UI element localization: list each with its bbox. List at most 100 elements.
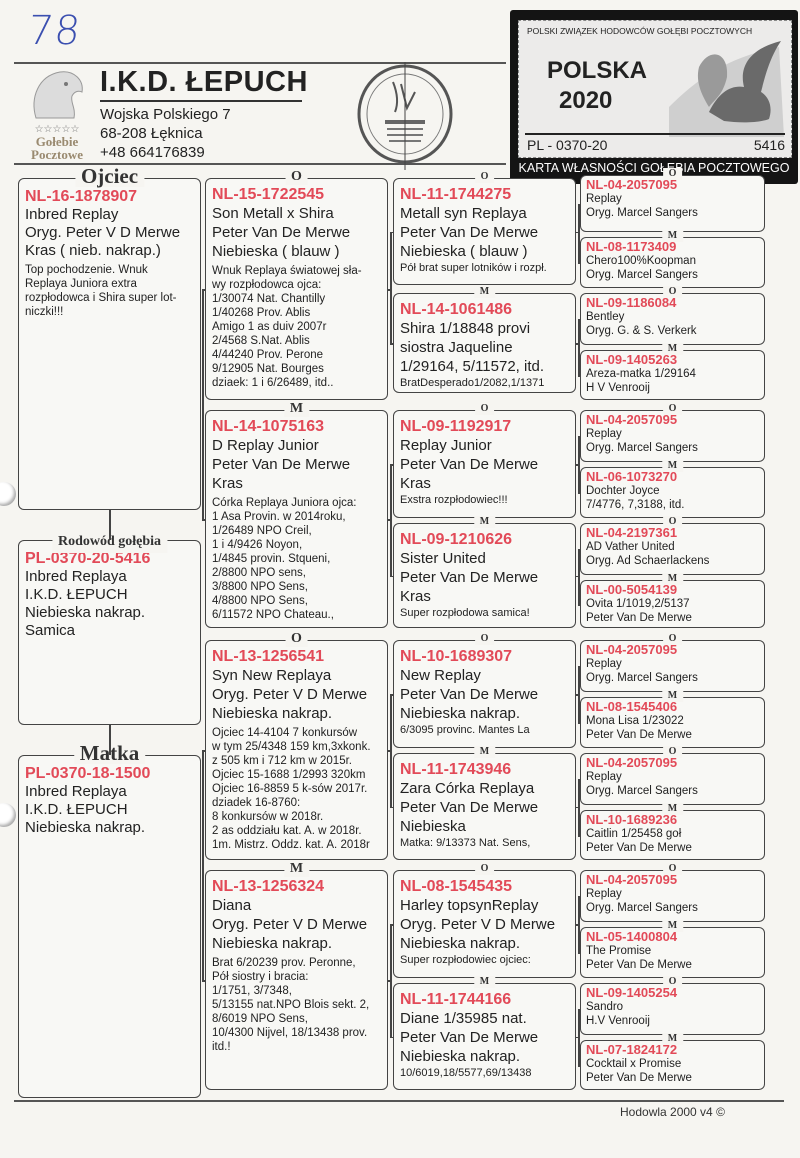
pedigree-card[interactable]: Matka PL-0370-18-1500 Inbred Replaya I.K.D.…	[18, 742, 201, 1098]
note-line: Amigo 1 as duiv 2007r	[212, 321, 327, 333]
card-ring-right: 5416	[753, 137, 785, 153]
pedigree-card[interactable]: O NL-04-2057095 Replay Oryg. Marcel Sangers	[580, 168, 765, 232]
parent-label: M	[661, 573, 684, 585]
connector-line	[388, 289, 390, 291]
pigeon-detail: H V Venrooij	[586, 382, 650, 394]
pedigree-card[interactable]: O NL-04-2197361 AD Vather United Oryg. Ad S…	[580, 516, 765, 575]
parent-label: M	[473, 746, 496, 758]
connector-line	[578, 722, 580, 724]
pedigree-card[interactable]: O NL-04-2057095 Replay Oryg. Marcel Sangers	[580, 863, 765, 922]
pedigree-card[interactable]: O NL-04-2057095 Replay Oryg. Marcel Sangers	[580, 746, 765, 805]
pigeon-notes: BratDesperado1/2082,1/1371	[400, 376, 569, 390]
pigeon-detail: Replay Junior	[400, 437, 492, 454]
connector-line	[202, 980, 205, 982]
note-line: dziaek: 1 i 6/26489, itd..	[212, 377, 334, 389]
ring-number: NL-11-1743946	[400, 761, 512, 778]
pedigree-card[interactable]: O NL-09-1186084 Bentley Oryg. G. & S. Verke…	[580, 286, 765, 345]
pedigree-card[interactable]: M NL-14-1061486 Shira 1/18848 provi siostra…	[393, 286, 576, 393]
pigeon-detail: Peter Van De Merwe	[212, 224, 351, 241]
pedigree-card[interactable]: O NL-13-1256541 Syn New Replaya Oryg. Peter…	[205, 631, 388, 860]
ring-number: NL-04-2057095	[586, 755, 678, 770]
note-line: wy rozpłodowca ojca:	[212, 279, 322, 291]
connector-line	[390, 575, 393, 577]
pigeon-detail: Oryg. Ad Schaerlackens	[586, 555, 710, 567]
pedigree-card[interactable]: O NL-10-1689307 New Replay Peter Van De Mer…	[393, 633, 576, 748]
parent-label: Rodowód gołębia	[51, 531, 168, 553]
pedigree-card[interactable]: M NL-11-1743946 Zara Córka Replaya Peter Va…	[393, 746, 576, 860]
note-line: Matka: 9/13373 Nat. Sens,	[400, 837, 531, 849]
ring-number: NL-08-1545435	[400, 878, 513, 895]
pigeon-detail: D Replay Junior	[212, 437, 319, 454]
parent-label: M	[661, 460, 684, 472]
pedigree-card[interactable]: Ojciec NL-16-1878907 Inbred Replay Oryg. Pe…	[18, 165, 201, 510]
connector-line	[578, 436, 580, 493]
note-line: 6/3095 provinc. Mantes La	[400, 724, 530, 736]
ring-number: NL-04-2197361	[586, 525, 678, 540]
pedigree-card[interactable]: M NL-14-1075163 D Replay Junior Peter Van D…	[205, 401, 388, 628]
connector-line	[578, 1009, 580, 1011]
note-line: niczki!!!	[25, 306, 64, 318]
pigeon-detail: Peter Van De Merwe	[400, 456, 539, 473]
pigeon-notes: Pół brat super lotników i rozpł.	[400, 261, 569, 275]
pedigree-card[interactable]: M NL-08-1173409 Chero100%Koopman Oryg. Marc…	[580, 230, 765, 288]
connector-line	[388, 980, 390, 982]
pedigree-card[interactable]: O NL-15-1722545 Son Metall x Shira Peter Va…	[205, 169, 388, 400]
connector-line	[109, 510, 111, 540]
pigeon-detail: Oryg. Peter V D Merwe	[25, 224, 181, 241]
pedigree-card[interactable]: M NL-07-1824172 Cocktail x Promise Peter Va…	[580, 1033, 765, 1090]
pedigree-card[interactable]: M NL-00-5054139 Ovita 1/1019,2/5137 Peter V…	[580, 573, 765, 628]
ring-number: NL-06-1073270	[586, 469, 678, 484]
parent-label: M	[661, 690, 684, 702]
connector-line	[576, 806, 578, 808]
pedigree-card[interactable]: Rodowód gołębia PL-0370-20-5416 Inbred Rep…	[18, 531, 201, 725]
pigeon-detail: Kras ( nieb. nakrap.)	[25, 242, 161, 259]
pigeon-detail: Oryg. Marcel Sangers	[586, 785, 698, 797]
note-line: 1/30074 Nat. Chantilly	[212, 293, 326, 305]
connector-line	[202, 750, 204, 980]
pigeon-detail: Sandro	[586, 1001, 624, 1013]
pigeon-detail: Peter Van De Merwe	[212, 456, 351, 473]
pigeon-detail: Niebieska nakrap.	[400, 935, 521, 952]
connector-line	[578, 262, 580, 264]
pigeon-detail: Areza-matka 1/29164	[586, 368, 696, 380]
note-line: Ojciec 16-8859 5 k-sów 2017r.	[212, 783, 368, 795]
pedigree-card[interactable]: M NL-11-1744166 Diane 1/35985 nat. Peter Va…	[393, 976, 576, 1090]
pedigree-card[interactable]: O NL-09-1192917 Replay Junior Peter Van De …	[393, 403, 576, 518]
ring-number: NL-04-2057095	[586, 642, 678, 657]
hole-punch	[0, 482, 16, 506]
connector-line	[578, 203, 580, 205]
card-org-name: POLSKI ZWIĄZEK HODOWCÓW GOŁĘBI POCZTOWYC…	[527, 26, 753, 36]
pigeon-detail: Niebieska nakrap.	[400, 705, 521, 722]
ring-number: NL-14-1061486	[400, 301, 513, 318]
note-line: Ojciec 15-1688 1/2993 320km	[212, 769, 366, 781]
address-line-1: Wojska Polskiego 7	[100, 106, 231, 123]
pigeon-detail: Replay	[586, 888, 622, 900]
pedigree-card[interactable]: M NL-06-1073270 Dochter Joyce 7/4776, 7,318…	[580, 460, 765, 518]
note-line: Wnuk Replaya światowej sła-	[212, 265, 362, 277]
pigeon-detail: Niebieska nakrap.	[25, 604, 146, 621]
pedigree-card[interactable]: O NL-08-1545435 Harley topsynReplay Oryg. P…	[393, 863, 576, 978]
connector-line	[578, 896, 580, 953]
pedigree-card[interactable]: M NL-13-1256324 Diana Oryg. Peter V D Merwe…	[205, 861, 388, 1090]
connector-line	[390, 806, 393, 808]
connector-line	[109, 725, 111, 755]
pedigree-card[interactable]: O NL-09-1405254 Sandro H.V Venrooij	[580, 976, 765, 1035]
pedigree-card[interactable]: O NL-11-1744275 Metall syn Replaya Peter Va…	[393, 171, 576, 285]
connector-line	[578, 549, 580, 604]
pigeon-notes: Wnuk Replaya światowej sła-wy rozpłodowc…	[212, 264, 381, 390]
connector-line	[202, 750, 205, 752]
header-top-rule	[14, 62, 506, 64]
pedigree-card[interactable]: O NL-04-2057095 Replay Oryg. Marcel Sangers	[580, 403, 765, 462]
pedigree-card[interactable]: M NL-05-1400804 The Promise Peter Van De Me…	[580, 920, 765, 978]
connector-line	[578, 436, 580, 438]
pedigree-card[interactable]: M NL-10-1689236 Caitlin 1/25458 goł Peter V…	[580, 803, 765, 860]
pedigree-card[interactable]: O NL-04-2057095 Replay Oryg. Marcel Sangers	[580, 633, 765, 692]
pedigree-card[interactable]: M NL-09-1405263 Areza-matka 1/29164 H V Ven…	[580, 343, 765, 400]
pigeon-detail: AD Vather United	[586, 541, 675, 553]
pigeon-notes: Brat 6/20239 prov. Peronne, Pół siostry i…	[212, 956, 381, 1054]
pigeon-detail: New Replay	[400, 667, 481, 684]
pigeon-notes: Top pochodzenie. Wnuk Replaya Juniora ext…	[25, 263, 194, 319]
pedigree-card[interactable]: M NL-09-1210626 Sister United Peter Van De …	[393, 516, 576, 628]
pedigree-card[interactable]: M NL-08-1545406 Mona Lisa 1/23022 Peter Van…	[580, 690, 765, 748]
pigeon-icon	[669, 41, 784, 137]
